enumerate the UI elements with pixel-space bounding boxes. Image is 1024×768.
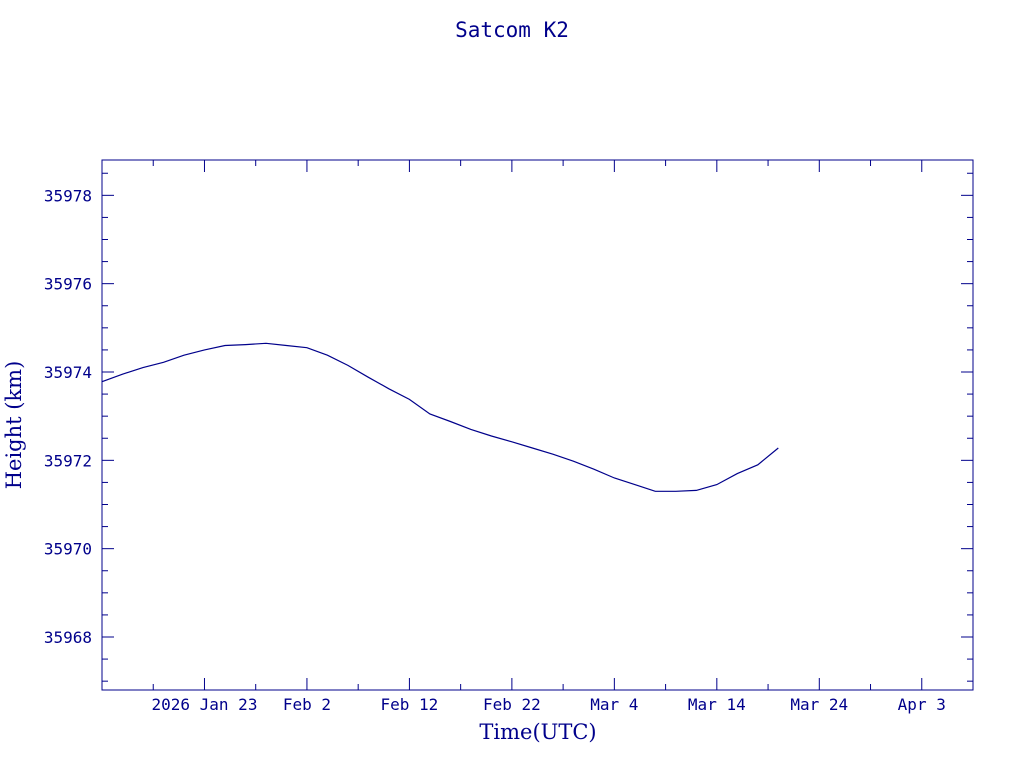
chart-title: Satcom K2 — [455, 18, 569, 42]
series-line — [101, 342, 779, 492]
y-axis-label: Height (km) — [2, 361, 26, 490]
x-tick-label: Mar 4 — [590, 695, 638, 714]
x-tick-label: Feb 12 — [381, 695, 439, 714]
x-tick-label: Mar 14 — [688, 695, 746, 714]
x-tick-label: Mar 24 — [790, 695, 848, 714]
y-tick-label: 35970 — [44, 540, 92, 559]
y-tick-label: 35972 — [44, 451, 92, 470]
x-axis-label: Time(UTC) — [479, 720, 596, 744]
y-tick-label: 35968 — [44, 628, 92, 647]
plot-frame — [101, 159, 974, 691]
y-tick-label: 35974 — [44, 363, 92, 382]
tick-labels: 2026 Jan 23 Feb 2 Feb 12 Feb 22 Mar 4 Mar 14 M… — [44, 186, 946, 714]
y-tick-label: 35976 — [44, 275, 92, 294]
y-tick-label: 35978 — [44, 186, 92, 205]
x-tick-label: 2026 Jan 23 — [151, 695, 257, 714]
series-group — [101, 342, 779, 492]
x-tick-label: Apr 3 — [898, 695, 946, 714]
axis-ticks — [101, 160, 974, 690]
x-tick-label: Feb 22 — [483, 695, 541, 714]
x-tick-label: Feb 2 — [283, 695, 331, 714]
